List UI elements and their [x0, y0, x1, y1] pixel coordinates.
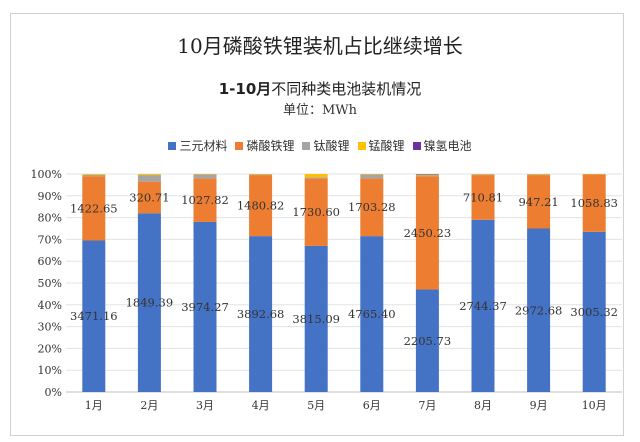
bar-segment	[193, 178, 217, 222]
data-label: 2972.68	[515, 303, 563, 317]
bar-segment	[527, 175, 551, 229]
bar-segment	[82, 174, 106, 177]
bar-segment	[304, 178, 328, 246]
y-tick-label: 30%	[38, 321, 62, 334]
chart-unit: 单位：MWh	[282, 103, 358, 118]
bar-segment	[304, 245, 328, 392]
legend-swatch	[357, 141, 366, 150]
bar-segment	[249, 175, 273, 237]
subtitle-rest: 不同种类电池装机情况	[271, 80, 422, 98]
legend-item: 锰酸锂	[357, 137, 405, 154]
data-label: 2744.37	[459, 299, 507, 313]
bar-segment	[415, 175, 439, 177]
subtitle-bold: 1-10月	[218, 80, 272, 98]
bar-segment	[82, 240, 106, 392]
data-label: 2205.73	[404, 334, 452, 348]
data-label: 1027.82	[181, 193, 229, 207]
data-label: 4765.40	[348, 307, 396, 321]
legend-label: 三元材料	[179, 139, 228, 153]
chart-subtitle: 1-10月不同种类电池装机情况	[0, 78, 640, 99]
legend-label: 钛酸锂	[313, 139, 350, 153]
y-tick-label: 100%	[31, 168, 62, 181]
y-tick-label: 50%	[38, 277, 62, 290]
bar-segment	[415, 289, 439, 392]
legend-swatch	[168, 141, 177, 150]
legend-item: 钛酸锂	[302, 137, 350, 154]
bar-segment	[137, 175, 161, 182]
data-label: 2450.23	[404, 226, 452, 240]
data-label: 1058.83	[570, 196, 618, 210]
y-tick-label: 0%	[45, 386, 62, 399]
x-tick-label: 7月	[418, 399, 436, 412]
bar-segment	[249, 174, 273, 176]
legend-label: 锰酸锂	[368, 139, 405, 153]
data-label: 3892.68	[237, 307, 285, 321]
bar-segment	[304, 174, 328, 178]
legend-swatch	[412, 141, 421, 150]
bar-segment	[137, 174, 161, 176]
bar-segment	[82, 176, 106, 241]
legend-item: 三元材料	[168, 137, 227, 154]
bar-segment	[582, 174, 606, 232]
chart-legend: 三元材料 磷酸铁锂 钛酸锂 锰酸锂 镍氢电池	[0, 137, 640, 154]
bar-segment	[415, 176, 439, 290]
bar-segment	[249, 236, 273, 392]
y-tick-label: 70%	[38, 233, 62, 246]
bar-segment	[304, 177, 328, 179]
legend-swatch	[302, 141, 311, 150]
legend-swatch	[235, 141, 244, 150]
bar-segment	[415, 174, 439, 176]
bar-segment	[582, 231, 606, 392]
bar-segment	[471, 219, 495, 392]
bar-segment	[360, 174, 384, 179]
data-label: 320.71	[129, 190, 169, 204]
x-tick-label: 5月	[307, 399, 325, 412]
bar-segment	[137, 213, 161, 392]
legend-item: 磷酸铁锂	[235, 137, 294, 154]
data-label: 710.81	[463, 190, 503, 204]
data-label: 3974.27	[181, 300, 229, 314]
data-label: 1730.60	[292, 205, 340, 219]
bar-segment	[527, 174, 551, 176]
data-label: 3005.32	[570, 305, 618, 319]
bar-segment	[82, 174, 106, 175]
data-label: 3815.09	[292, 312, 340, 326]
data-label: 1422.65	[70, 201, 118, 215]
legend-item: 镍氢电池	[412, 137, 472, 154]
y-tick-label: 90%	[38, 190, 62, 203]
bar-segment	[527, 228, 551, 392]
y-tick-label: 10%	[38, 364, 62, 377]
x-tick-label: 6月	[363, 399, 381, 412]
bar-segment	[471, 175, 495, 220]
x-tick-label: 10月	[582, 399, 607, 412]
bar-segment	[360, 178, 384, 237]
bar-segment	[193, 174, 217, 179]
bar-segment	[360, 236, 384, 392]
y-tick-label: 40%	[38, 299, 62, 312]
data-label: 3471.16	[70, 309, 118, 323]
x-tick-label: 1月	[85, 399, 103, 412]
chart-title: 10月磷酸铁锂装机占比继续增长	[177, 34, 463, 58]
data-label: 947.21	[518, 195, 558, 209]
y-tick-label: 60%	[38, 255, 62, 268]
x-tick-label: 3月	[196, 399, 214, 412]
bar-segment	[137, 181, 161, 214]
x-tick-label: 4月	[252, 399, 270, 412]
bar-segment	[193, 221, 217, 392]
x-tick-label: 2月	[140, 399, 158, 412]
legend-label: 磷酸铁锂	[246, 139, 295, 153]
bar-segment	[471, 174, 495, 176]
y-tick-label: 80%	[38, 212, 62, 225]
data-label: 1703.28	[348, 200, 396, 214]
legend-label: 镍氢电池	[423, 139, 472, 153]
data-label: 1480.82	[237, 199, 285, 213]
y-tick-label: 20%	[38, 342, 62, 355]
x-tick-label: 8月	[474, 399, 492, 412]
data-label: 1849.39	[126, 296, 174, 310]
x-tick-label: 9月	[530, 399, 548, 412]
